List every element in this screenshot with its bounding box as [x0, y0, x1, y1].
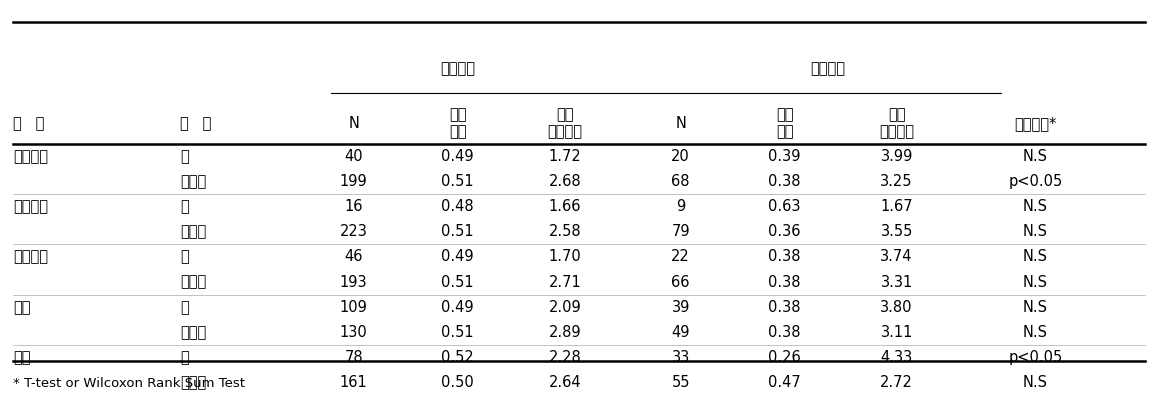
Text: 0.50: 0.50 — [441, 375, 474, 390]
Text: 66: 66 — [672, 274, 690, 290]
Text: 109: 109 — [339, 300, 368, 315]
Text: 161: 161 — [339, 375, 367, 390]
Text: 비교지역: 비교지역 — [809, 61, 845, 76]
Text: 기하
평균: 기하 평균 — [449, 107, 467, 139]
Text: 0.63: 0.63 — [769, 199, 801, 214]
Text: 0.49: 0.49 — [441, 148, 474, 164]
Text: 0.38: 0.38 — [769, 249, 801, 264]
Text: 33: 33 — [672, 350, 690, 365]
Text: 2.64: 2.64 — [549, 375, 581, 390]
Text: 4.33: 4.33 — [880, 350, 913, 365]
Text: 0.51: 0.51 — [441, 325, 474, 340]
Text: 0.38: 0.38 — [769, 274, 801, 290]
Text: 2.71: 2.71 — [549, 274, 581, 290]
Text: 2.68: 2.68 — [549, 174, 581, 189]
Text: 예: 예 — [181, 148, 189, 164]
Text: 운동: 운동 — [13, 350, 30, 365]
Text: 아니오: 아니오 — [181, 224, 206, 239]
Text: 2.58: 2.58 — [549, 224, 581, 239]
Text: 0.49: 0.49 — [441, 249, 474, 264]
Text: 기하
표준편차: 기하 표준편차 — [548, 107, 582, 139]
Text: 2.89: 2.89 — [549, 325, 581, 340]
Text: 1.72: 1.72 — [549, 148, 581, 164]
Text: 199: 199 — [339, 174, 367, 189]
Text: 0.51: 0.51 — [441, 274, 474, 290]
Text: 0.38: 0.38 — [769, 300, 801, 315]
Text: 아니오: 아니오 — [181, 174, 206, 189]
Text: * T-test or Wilcoxon Rank Sum Test: * T-test or Wilcoxon Rank Sum Test — [13, 377, 245, 390]
Text: 1.66: 1.66 — [549, 199, 581, 214]
Text: 0.36: 0.36 — [769, 224, 801, 239]
Text: 아니오: 아니오 — [181, 375, 206, 390]
Text: 기하
평균: 기하 평균 — [776, 107, 793, 139]
Text: 0.38: 0.38 — [769, 174, 801, 189]
Text: 130: 130 — [339, 325, 367, 340]
Text: 16: 16 — [344, 199, 362, 214]
Text: 유의수준*: 유의수준* — [1014, 116, 1056, 131]
Text: 구   분: 구 분 — [181, 116, 212, 131]
Text: 0.51: 0.51 — [441, 174, 474, 189]
Text: 2.09: 2.09 — [549, 300, 581, 315]
Text: 68: 68 — [672, 174, 690, 189]
Text: 0.49: 0.49 — [441, 300, 474, 315]
Text: 39: 39 — [672, 300, 690, 315]
Text: 40: 40 — [344, 148, 364, 164]
Text: 노출지역: 노출지역 — [440, 61, 475, 76]
Text: 1.67: 1.67 — [880, 199, 913, 214]
Text: 49: 49 — [672, 325, 690, 340]
Text: 55: 55 — [672, 375, 690, 390]
Text: 음주: 음주 — [13, 300, 30, 315]
Text: 22: 22 — [672, 249, 690, 264]
Text: 20: 20 — [672, 148, 690, 164]
Text: 79: 79 — [672, 224, 690, 239]
Text: 0.52: 0.52 — [441, 350, 474, 365]
Text: 0.38: 0.38 — [769, 325, 801, 340]
Text: 예: 예 — [181, 249, 189, 264]
Text: 223: 223 — [339, 224, 368, 239]
Text: 0.26: 0.26 — [768, 350, 801, 365]
Text: N.S: N.S — [1023, 224, 1048, 239]
Text: 아니오: 아니오 — [181, 274, 206, 290]
Text: 간접흡연: 간접흡연 — [13, 249, 47, 264]
Text: N.S: N.S — [1023, 325, 1048, 340]
Text: 아니오: 아니오 — [181, 325, 206, 340]
Text: 현재흡연: 현재흡연 — [13, 199, 47, 214]
Text: 기하
표준편차: 기하 표준편차 — [879, 107, 914, 139]
Text: 3.31: 3.31 — [880, 274, 913, 290]
Text: 3.74: 3.74 — [880, 249, 913, 264]
Text: N.S: N.S — [1023, 274, 1048, 290]
Text: p<0.05: p<0.05 — [1009, 350, 1062, 365]
Text: 193: 193 — [340, 274, 367, 290]
Text: 9: 9 — [676, 199, 686, 214]
Text: 예: 예 — [181, 350, 189, 365]
Text: 2.28: 2.28 — [549, 350, 581, 365]
Text: 항   목: 항 목 — [13, 116, 44, 131]
Text: N: N — [349, 116, 359, 131]
Text: N.S: N.S — [1023, 199, 1048, 214]
Text: N: N — [675, 116, 686, 131]
Text: 3.11: 3.11 — [880, 325, 913, 340]
Text: p<0.05: p<0.05 — [1009, 174, 1062, 189]
Text: 예: 예 — [181, 199, 189, 214]
Text: 1.70: 1.70 — [549, 249, 581, 264]
Text: 78: 78 — [344, 350, 364, 365]
Text: N.S: N.S — [1023, 375, 1048, 390]
Text: 3.25: 3.25 — [880, 174, 913, 189]
Text: 0.51: 0.51 — [441, 224, 474, 239]
Text: N.S: N.S — [1023, 148, 1048, 164]
Text: 3.55: 3.55 — [880, 224, 913, 239]
Text: 3.80: 3.80 — [880, 300, 913, 315]
Text: 과거흡연: 과거흡연 — [13, 148, 47, 164]
Text: 46: 46 — [344, 249, 362, 264]
Text: 2.72: 2.72 — [880, 375, 914, 390]
Text: 0.39: 0.39 — [769, 148, 801, 164]
Text: 0.48: 0.48 — [441, 199, 474, 214]
Text: 예: 예 — [181, 300, 189, 315]
Text: N.S: N.S — [1023, 249, 1048, 264]
Text: N.S: N.S — [1023, 300, 1048, 315]
Text: 3.99: 3.99 — [880, 148, 913, 164]
Text: 0.47: 0.47 — [768, 375, 801, 390]
